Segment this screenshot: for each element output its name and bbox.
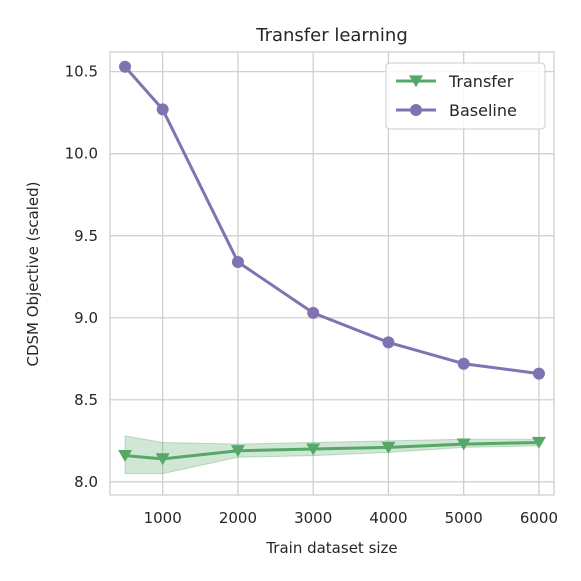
chart-title: Transfer learning bbox=[255, 25, 408, 46]
x-tick-label: 4000 bbox=[369, 509, 407, 527]
transfer-point bbox=[306, 443, 321, 456]
transfer-point bbox=[381, 441, 396, 454]
y-axis-label: CDSM Objective (scaled) bbox=[24, 181, 42, 366]
x-tick-label: 6000 bbox=[520, 509, 558, 527]
x-tick-label: 2000 bbox=[219, 509, 257, 527]
transfer-legend-marker bbox=[409, 75, 423, 88]
y-tick-label: 9.5 bbox=[74, 227, 98, 245]
baseline-point bbox=[156, 103, 169, 116]
grid bbox=[110, 52, 554, 495]
legend: Transfer Baseline bbox=[385, 62, 546, 130]
y-tick-label: 10.5 bbox=[65, 63, 98, 81]
baseline-legend-label: Baseline bbox=[449, 101, 517, 120]
transfer-point bbox=[230, 445, 245, 457]
y-tick-label: 8.0 bbox=[74, 473, 98, 491]
transfer-point bbox=[155, 453, 170, 466]
y-tick-label: 9.0 bbox=[74, 309, 98, 327]
x-axis-label: Train dataset size bbox=[265, 539, 397, 557]
baseline-point bbox=[307, 306, 320, 319]
series-markers bbox=[118, 60, 546, 466]
x-tick-label: 1000 bbox=[144, 509, 182, 527]
y-tick-label: 10.0 bbox=[65, 145, 98, 163]
y-tick-labels: 8.0 8.5 9.0 9.5 10.0 10.5 bbox=[65, 63, 98, 491]
baseline-point bbox=[382, 336, 395, 349]
plot-frame bbox=[109, 51, 555, 496]
x-tick-labels: 1000 2000 3000 4000 5000 6000 bbox=[144, 509, 558, 527]
transfer-point bbox=[118, 450, 133, 462]
transfer-point bbox=[456, 438, 471, 451]
baseline-legend-marker bbox=[410, 104, 422, 116]
y-tick-label: 8.5 bbox=[74, 391, 98, 409]
transfer-legend-label: Transfer bbox=[448, 72, 514, 91]
x-tick-label: 5000 bbox=[445, 509, 483, 527]
x-tick-label: 3000 bbox=[294, 509, 332, 527]
baseline-point bbox=[457, 357, 470, 370]
transfer-point bbox=[531, 436, 546, 449]
baseline-point bbox=[119, 60, 132, 73]
baseline-point bbox=[532, 367, 545, 380]
baseline-point bbox=[231, 256, 244, 269]
